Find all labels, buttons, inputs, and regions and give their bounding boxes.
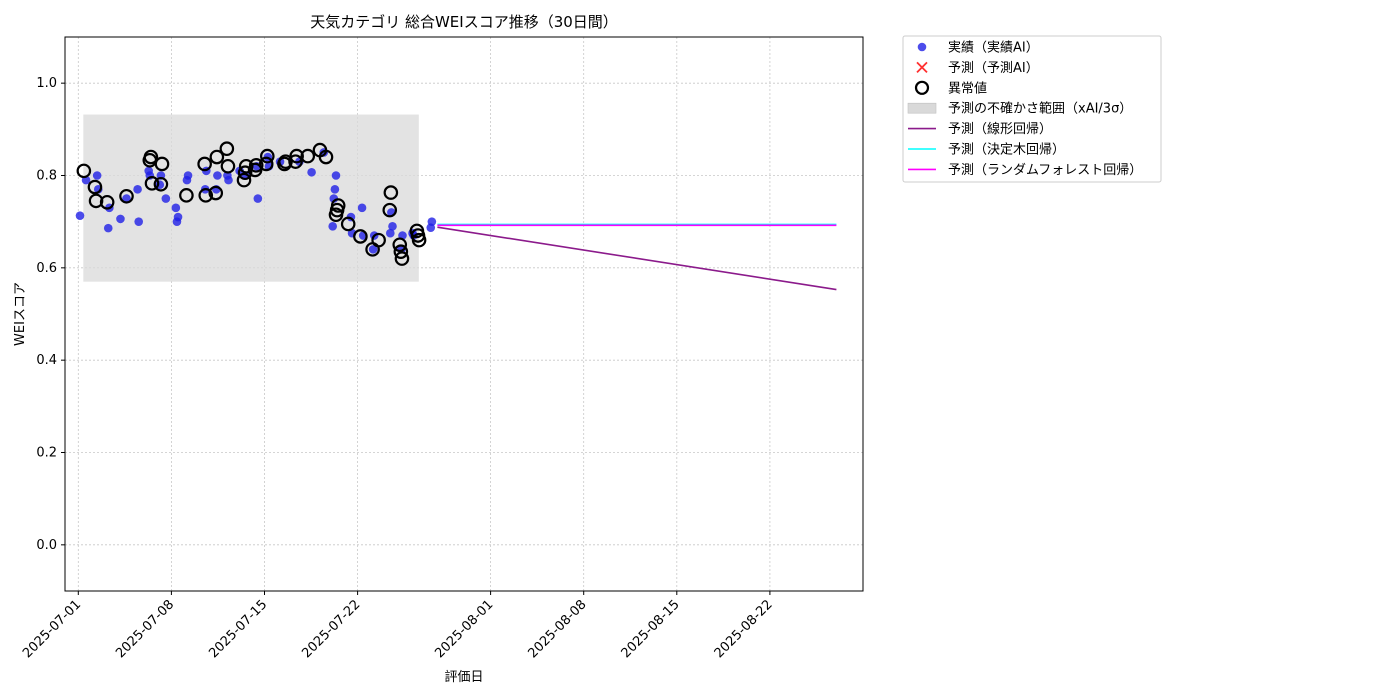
outlier-point [392, 237, 408, 253]
prediction-line [437, 226, 837, 291]
y-tick-label: 0.0 [36, 538, 57, 553]
outlier-point [289, 148, 304, 164]
actual-point [75, 211, 85, 220]
y-tick-label: 0.8 [36, 169, 57, 184]
actual-point [103, 223, 113, 233]
actual-point [122, 194, 131, 203]
y-tick-label: 0.2 [36, 446, 57, 461]
legend-label: 予測（決定木回帰） [948, 142, 1065, 158]
legend-actual-marker [917, 42, 927, 52]
x-tick-label: 2025-08-01 [432, 597, 496, 661]
outlier-point [236, 172, 252, 188]
outlier-point [119, 188, 134, 204]
outlier-point [258, 156, 274, 172]
legend-predicted-marker [916, 61, 928, 74]
actual-point [386, 228, 395, 238]
outlier-point [383, 185, 399, 200]
outlier-point [99, 194, 115, 210]
actual-point [182, 175, 192, 185]
outlier-point [209, 149, 225, 165]
x-tick-label: 2025-07-22 [299, 597, 363, 661]
y-tick-label: 0.4 [36, 353, 57, 368]
actual-point [388, 221, 397, 231]
actual-point [357, 203, 367, 213]
actual-point [213, 171, 222, 180]
actual-point [331, 171, 341, 180]
actual-point [116, 214, 125, 224]
outlier-point [393, 244, 409, 259]
outlier-point [340, 216, 356, 232]
outlier-point [394, 251, 410, 266]
legend-label: 予測（線形回帰） [948, 121, 1052, 137]
y-axis-label: WEIスコア [13, 282, 28, 346]
outlier-point [219, 141, 235, 157]
outlier-point [237, 165, 253, 181]
x-tick-label: 2025-07-01 [20, 597, 84, 661]
outlier-point [300, 148, 316, 164]
outlier-point [76, 163, 92, 179]
outlier-point [220, 158, 236, 174]
outlier-point [328, 207, 344, 223]
legend-label: 予測の不確かさ範囲（xAI/3σ） [948, 101, 1132, 117]
outlier-point [382, 202, 398, 218]
uncertainty-band [83, 114, 419, 282]
actual-point [368, 245, 378, 254]
outlier-point [87, 179, 103, 195]
actual-point [328, 221, 338, 231]
legend-label: 異常値 [948, 80, 987, 96]
outlier-point [247, 162, 263, 178]
legend-label: 予測（予測AI） [948, 61, 1039, 76]
legend-outlier-marker [914, 80, 930, 95]
x-tick-label: 2025-07-15 [206, 597, 270, 661]
outlier-point [154, 156, 170, 172]
actual-point [134, 217, 143, 226]
plot-frame [64, 36, 864, 592]
outlier-point [371, 232, 386, 248]
uncertainty-band-layer [83, 114, 419, 282]
outlier-point [208, 185, 224, 201]
actual-point [92, 171, 102, 180]
outlier-point [144, 176, 160, 191]
outlier-point [259, 148, 275, 164]
chart-title: 天気カテゴリ 総合WEIスコア推移（30日間） [310, 13, 618, 31]
actual-point [426, 223, 436, 232]
outlier-point [409, 223, 425, 239]
outlier-point [238, 158, 254, 174]
actual-point [330, 185, 340, 194]
legend-band-swatch [907, 102, 937, 114]
actual-point [172, 217, 182, 226]
x-tick-label: 2025-08-15 [619, 597, 683, 661]
legend-label: 予測（ランダムフォレスト回帰） [948, 162, 1142, 178]
x-tick-label: 2025-07-08 [113, 597, 177, 661]
legend-box [902, 35, 1162, 183]
y-tick-label: 0.6 [36, 261, 57, 276]
actual-point [133, 185, 142, 194]
actual-point [307, 167, 316, 177]
x-tick-label: 2025-08-22 [712, 597, 776, 661]
outlier-point [179, 188, 194, 203]
outlier-point [88, 193, 104, 209]
outlier-point [288, 154, 303, 169]
actual-point [161, 194, 171, 203]
outlier-point [353, 229, 368, 244]
data-layer [75, 141, 837, 291]
outlier-point [198, 188, 214, 203]
actual-point [144, 166, 153, 176]
outlier-point [197, 156, 212, 172]
actual-point [253, 194, 263, 203]
x-tick-label: 2025-08-08 [525, 597, 589, 661]
outlier-point [318, 149, 334, 165]
x-axis-label: 評価日 [444, 670, 483, 685]
legend-label: 実績（実績AI） [948, 40, 1039, 56]
outlier-point [153, 176, 169, 192]
y-tick-label: 1.0 [36, 76, 57, 91]
actual-point [171, 203, 181, 213]
